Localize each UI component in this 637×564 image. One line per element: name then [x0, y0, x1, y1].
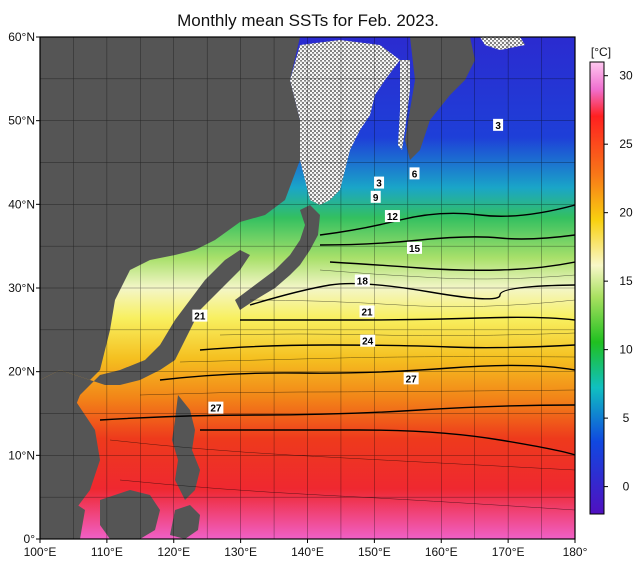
map-gridlines: [40, 37, 575, 539]
lon-tick-label: 180°: [563, 545, 588, 559]
isotherm-label-text: 18: [357, 276, 369, 287]
isotherm-label: 21: [192, 309, 208, 323]
land-kamchatka: [405, 37, 475, 160]
lon-tick-label: 100°E: [24, 545, 57, 559]
colorbar-unit: [°C]: [591, 45, 611, 59]
sea-ice-bering: [480, 37, 525, 50]
longitude-axis: 100°E 110°E 120°E 130°E 140°E 150°E 160°E 170°E…: [24, 539, 588, 559]
colorbar: [589, 61, 605, 515]
land-borneo: [100, 490, 160, 539]
lon-tick-label: 130°E: [224, 545, 257, 559]
isotherm-label-box: [354, 274, 370, 287]
latitude-axis: 0° 10°N 20°N 30°N 40°N 50°N 60°N: [8, 30, 40, 546]
isotherm-label: 18: [354, 274, 370, 287]
isotherm-labels: 3 6 3 9 12 15 18 21 21 24 27 27: [192, 118, 504, 415]
lat-tick-label: 20°N: [8, 365, 35, 379]
colorbar-tick-label: 15: [619, 274, 633, 288]
isotherm-label-box: [409, 167, 420, 180]
isotherm-label: 27: [208, 401, 224, 415]
lon-tick-label: 170°E: [492, 545, 525, 559]
isotherm-label-text: 21: [194, 312, 206, 323]
land-japan: [235, 205, 320, 310]
land-asia-north: [40, 37, 300, 380]
colorbar-tick-label: 30: [619, 69, 633, 83]
lat-tick-label: 40°N: [8, 197, 35, 211]
isotherm-label-box: [360, 334, 376, 347]
isotherm-label: 6: [409, 167, 420, 180]
isotherm-label: 3: [374, 176, 385, 190]
isotherm-label-text: 21: [361, 307, 373, 318]
lat-tick-label: 50°N: [8, 114, 35, 128]
sea-ice-okhotsk: [290, 40, 400, 205]
isotherm-label-text: 3: [376, 179, 382, 190]
colorbar-tick-label: 10: [619, 343, 633, 357]
colorbar-tick-label: 5: [623, 411, 630, 425]
isotherm-label-box: [384, 210, 400, 223]
isotherm-label-text: 27: [210, 404, 222, 415]
colorbar-tick-label: 20: [619, 206, 633, 220]
isotherm-label-box: [192, 309, 208, 322]
lat-tick-label: 60°N: [8, 30, 35, 44]
lon-tick-label: 140°E: [291, 545, 324, 559]
lat-tick-label: 0°: [24, 532, 36, 546]
isotherm-label-box: [407, 241, 422, 254]
isotherm-label-text: 27: [406, 374, 418, 385]
isotherm-label: 24: [360, 334, 376, 348]
map-title: Monthly mean SSTs for Feb. 2023.: [177, 11, 439, 30]
isotherm-label-text: 9: [373, 193, 379, 204]
land-indochina: [40, 400, 100, 539]
lon-tick-label: 110°E: [91, 545, 123, 559]
isotherm-label: 3: [493, 118, 504, 132]
isotherm-label: 15: [407, 241, 422, 255]
colorbar-ticks: 30 25 20 15 10 5 0: [604, 69, 633, 494]
colorbar-tick-label: 0: [623, 480, 630, 494]
isotherm-label: 12: [384, 210, 400, 223]
lon-tick-label: 150°E: [358, 545, 391, 559]
isotherm-lines: [99, 204, 575, 456]
isotherm-label: 9: [370, 190, 381, 204]
isotherm-label-text: 24: [362, 337, 374, 348]
isotherm-label-box: [359, 305, 375, 318]
colorbar-tick-label: 25: [619, 137, 633, 151]
isotherm-label-text: 15: [409, 244, 421, 255]
isotherm-label-box: [374, 176, 385, 189]
isotherm-label: 21: [359, 305, 375, 318]
isotherm-label-text: 3: [495, 121, 501, 132]
lat-tick-label: 10°N: [8, 448, 35, 462]
land-new-guinea: [170, 505, 200, 539]
isotherm-label: 27: [403, 372, 419, 385]
lon-tick-label: 120°E: [157, 545, 190, 559]
isotherm-label-box: [403, 372, 419, 385]
isotherm-label-text: 6: [412, 169, 418, 180]
isotherm-label-box: [370, 190, 381, 203]
map-plot-area: 3 6 3 9 12 15 18 21 21 24 27 27: [40, 37, 575, 539]
sea-ice-kamchatka-edge: [398, 60, 410, 150]
isotherm-label-box: [493, 118, 504, 131]
isotherm-label-text: 12: [387, 212, 399, 223]
lon-tick-label: 160°E: [425, 545, 458, 559]
lat-tick-label: 30°N: [8, 281, 35, 295]
isotherm-label-box: [208, 401, 224, 414]
